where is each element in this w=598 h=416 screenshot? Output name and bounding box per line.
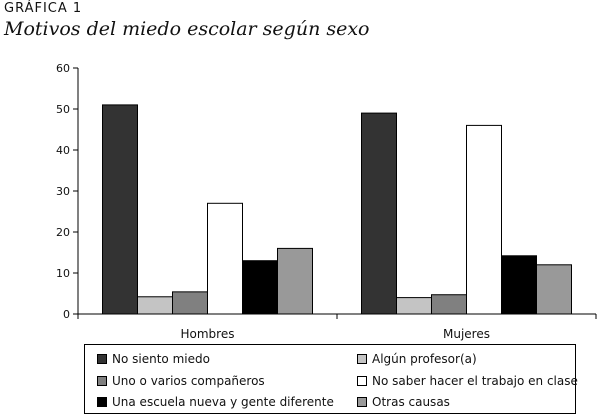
legend-label: Otras causas <box>372 395 450 409</box>
bar <box>431 294 467 315</box>
bar <box>466 124 502 315</box>
legend-item-companeros: Uno o varios compañeros <box>97 374 265 388</box>
chart-bars <box>102 104 572 315</box>
bar <box>137 296 173 315</box>
bar <box>242 260 278 315</box>
bar <box>102 104 138 315</box>
y-tick-label: 10 <box>56 267 70 280</box>
y-tick-label: 20 <box>56 226 70 239</box>
y-tick-label: 30 <box>56 185 70 198</box>
figure-label: GRÁFICA 1 <box>4 1 83 16</box>
figure-title: Motivos del miedo escolar según sexo <box>4 18 370 40</box>
legend-swatch <box>97 376 107 386</box>
x-category-label: Mujeres <box>443 327 490 341</box>
legend-label: No siento miedo <box>112 352 210 366</box>
y-tick-label: 0 <box>63 308 70 321</box>
x-category-label: Hombres <box>181 327 235 341</box>
bar <box>172 291 208 315</box>
y-tick-label: 60 <box>56 62 70 75</box>
bar <box>361 112 397 315</box>
legend-label: No saber hacer el trabajo en clase <box>372 374 578 388</box>
chart-legend: No siento miedo Algún profesor(a) Uno o … <box>84 344 578 414</box>
legend-label: Una escuela nueva y gente diferente <box>112 395 334 409</box>
legend-item-escuela-nueva: Una escuela nueva y gente diferente <box>97 395 334 409</box>
legend-swatch <box>97 397 107 407</box>
legend-swatch <box>357 376 367 386</box>
legend-item-no-siento-miedo: No siento miedo <box>97 352 210 366</box>
bar <box>207 202 243 315</box>
legend-item-otras-causas: Otras causas <box>357 395 450 409</box>
bar <box>501 255 537 315</box>
legend-label: Algún profesor(a) <box>372 352 477 366</box>
legend-item-no-saber-trabajo: No saber hacer el trabajo en clase <box>357 374 578 388</box>
bar-chart: 0 10 20 30 40 50 60 Hombres Mujeres <box>56 62 597 341</box>
legend-swatch <box>357 397 367 407</box>
bar <box>396 297 432 315</box>
chart-labels: 0 10 20 30 40 50 60 Hombres Mujeres <box>56 62 490 341</box>
legend-label: Uno o varios compañeros <box>112 374 265 388</box>
legend-item-algun-profesor: Algún profesor(a) <box>357 352 477 366</box>
legend-swatch <box>97 354 107 364</box>
legend-swatch <box>357 354 367 364</box>
bar <box>277 247 313 315</box>
bar <box>536 264 572 315</box>
y-tick-label: 50 <box>56 103 70 116</box>
y-tick-label: 40 <box>56 144 70 157</box>
